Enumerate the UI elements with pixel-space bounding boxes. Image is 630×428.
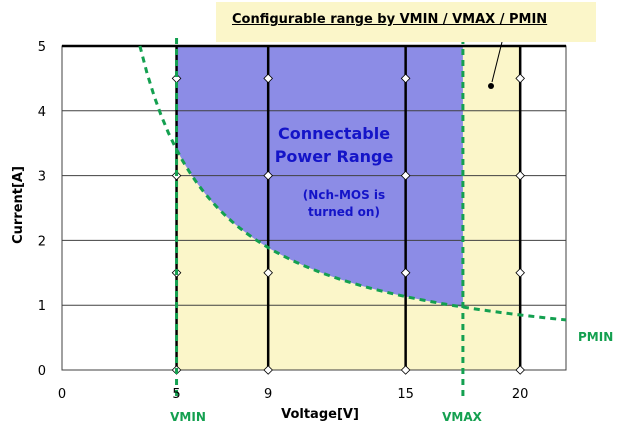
labels-layer: Current[A] Voltage[V] Connectable Power …: [11, 40, 613, 424]
y-axis-label: Current[A]: [11, 166, 26, 244]
x-axis-label: Voltage[V]: [281, 407, 359, 422]
data-marker: [515, 73, 525, 84]
y-tick-label: 1: [38, 299, 46, 314]
y-tick-label: 0: [38, 364, 46, 379]
data-marker: [400, 170, 411, 181]
configurable-range-callout-text: Configurable range by VMIN / VMAX / PMIN: [232, 12, 548, 27]
configurable-range-callout: Configurable range by VMIN / VMAX / PMIN: [216, 2, 596, 42]
connectable-label-line1: Connectable: [278, 124, 390, 143]
callout-pointer: [491, 41, 503, 83]
lines-layer: [138, 38, 567, 400]
data-marker: [171, 73, 182, 84]
vmax-label: VMAX: [442, 410, 483, 424]
x-tick-label: 5: [172, 387, 180, 402]
x-tick-label: 0: [58, 387, 66, 402]
vmin-label: VMIN: [170, 410, 206, 424]
data-marker: [263, 267, 273, 278]
pmin-label: PMIN: [578, 330, 613, 344]
data-marker: [263, 73, 273, 84]
callout-pointer-dot: [488, 83, 494, 89]
data-marker: [263, 365, 273, 375]
nch-label-line1: (Nch-MOS is: [303, 188, 385, 202]
data-marker: [400, 365, 411, 375]
y-tick-label: 5: [38, 40, 46, 55]
x-tick-label: 20: [512, 387, 529, 402]
data-marker: [400, 267, 411, 278]
y-tick-label: 4: [38, 105, 46, 120]
nch-label-line2: turned on): [308, 205, 380, 219]
data-marker: [515, 365, 525, 375]
data-marker: [515, 267, 525, 278]
y-tick-label: 3: [38, 170, 46, 185]
data-marker: [515, 170, 525, 181]
x-tick-label: 9: [264, 387, 272, 402]
data-marker: [400, 73, 411, 84]
connectable-label-line2: Power Range: [275, 147, 394, 166]
x-tick-label: 15: [397, 387, 414, 402]
y-tick-label: 2: [38, 234, 46, 249]
data-marker: [263, 170, 273, 181]
